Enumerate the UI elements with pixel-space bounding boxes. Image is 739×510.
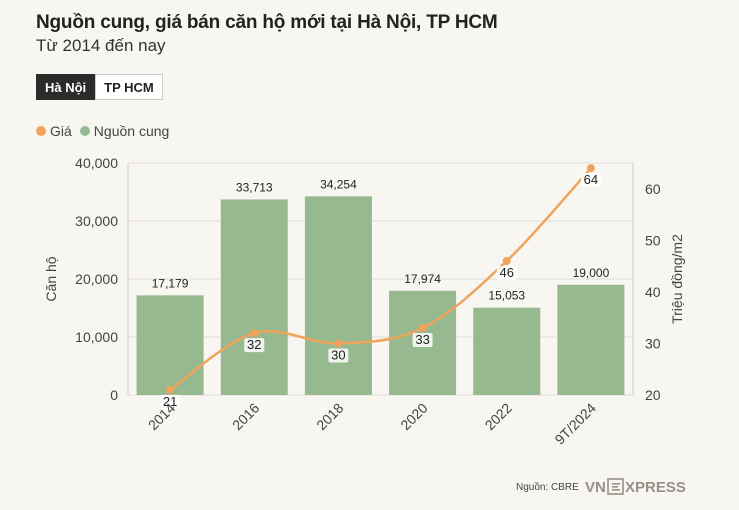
supply-bar-label: 33,713 <box>236 180 273 194</box>
y-left-tick-label: 10,000 <box>75 329 118 345</box>
y-right-axis-title: Triệu đồng/m2 <box>669 234 685 324</box>
x-tick-label: 2016 <box>229 400 262 433</box>
source-label: Nguồn: CBRE <box>516 481 579 493</box>
logo-e-box <box>607 478 624 495</box>
logo-xpress-text: XPRESS <box>625 479 686 496</box>
supply-bar <box>557 284 625 395</box>
legend-item-supply[interactable]: Nguồn cung <box>79 123 170 139</box>
supply-bar-label: 17,179 <box>152 276 189 290</box>
price-point-label: 46 <box>500 265 514 280</box>
x-tick-label: 2018 <box>313 400 346 433</box>
x-tick-label: 9T/2024 <box>551 400 599 448</box>
price-point <box>418 323 427 332</box>
legend: Giá Nguồn cung <box>36 123 177 139</box>
price-point-label: 64 <box>584 172 598 187</box>
price-point-label: 33 <box>415 332 429 347</box>
supply-legend-dot <box>79 126 90 136</box>
supply-bar <box>473 307 541 395</box>
supply-bar-label: 19,000 <box>573 266 610 280</box>
price-point <box>166 385 175 394</box>
logo-e-bar-bot <box>611 489 620 491</box>
supply-bar-label: 34,254 <box>320 177 357 191</box>
y-left-tick-label: 0 <box>110 387 118 403</box>
price-point-label: 32 <box>247 337 261 352</box>
price-point <box>502 256 511 265</box>
price-point <box>250 329 259 338</box>
price-label-bg <box>244 338 265 353</box>
y-left-tick-label: 30,000 <box>75 213 118 229</box>
y-left-axis-title: Căn hộ <box>43 256 59 301</box>
y-right-tick-label: 50 <box>645 232 661 248</box>
supply-bar <box>220 199 288 395</box>
legend-item-price[interactable]: Giá <box>36 123 72 139</box>
price-label-bg <box>496 265 517 280</box>
price-legend-dot <box>36 126 46 136</box>
price-label-bg <box>328 348 349 363</box>
legend-price-label: Giá <box>50 123 72 139</box>
source-credit: Nguồn: CBRE VN XPRESS <box>516 478 695 496</box>
chart-subtitle: Từ 2014 đến nay <box>36 36 166 55</box>
price-line <box>169 167 592 391</box>
price-label-bg <box>580 173 601 188</box>
y-right-tick-label: 60 <box>645 181 661 197</box>
price-point-label: 30 <box>331 347 345 362</box>
x-tick-label: 2022 <box>482 400 515 433</box>
x-tick-label: 2014 <box>145 400 178 433</box>
price-point <box>586 164 595 173</box>
logo-e-bar-mid <box>611 486 618 488</box>
price-label-bg <box>160 394 181 409</box>
chart-title: Nguồn cung, giá bán căn hộ mới tại Hà Nộ… <box>36 12 498 33</box>
logo-e-bar-top <box>611 483 620 485</box>
x-tick-label: 2020 <box>397 400 430 433</box>
y-right-tick-label: 20 <box>645 387 661 403</box>
supply-bar-label: 15,053 <box>488 289 525 303</box>
tab-tp-hcm[interactable]: TP HCM <box>95 74 163 100</box>
supply-bar <box>304 196 372 395</box>
supply-bar <box>136 295 204 395</box>
logo-vn-text: VN <box>585 479 606 496</box>
y-right-tick-label: 40 <box>645 284 661 300</box>
city-tabs: Hà Nội TP HCM <box>36 74 163 100</box>
price-point <box>334 339 343 348</box>
price-point-label: 21 <box>163 394 177 409</box>
tab-ha-noi[interactable]: Hà Nội <box>36 74 96 100</box>
legend-supply-label: Nguồn cung <box>93 123 170 139</box>
supply-bar <box>389 290 457 395</box>
y-left-tick-label: 40,000 <box>75 155 118 171</box>
supply-bar-label: 17,974 <box>404 272 441 286</box>
price-label-bg <box>412 332 433 347</box>
y-left-tick-label: 20,000 <box>75 271 118 287</box>
y-right-tick-label: 30 <box>645 335 661 351</box>
vnexpress-logo: VN XPRESS <box>585 478 686 496</box>
